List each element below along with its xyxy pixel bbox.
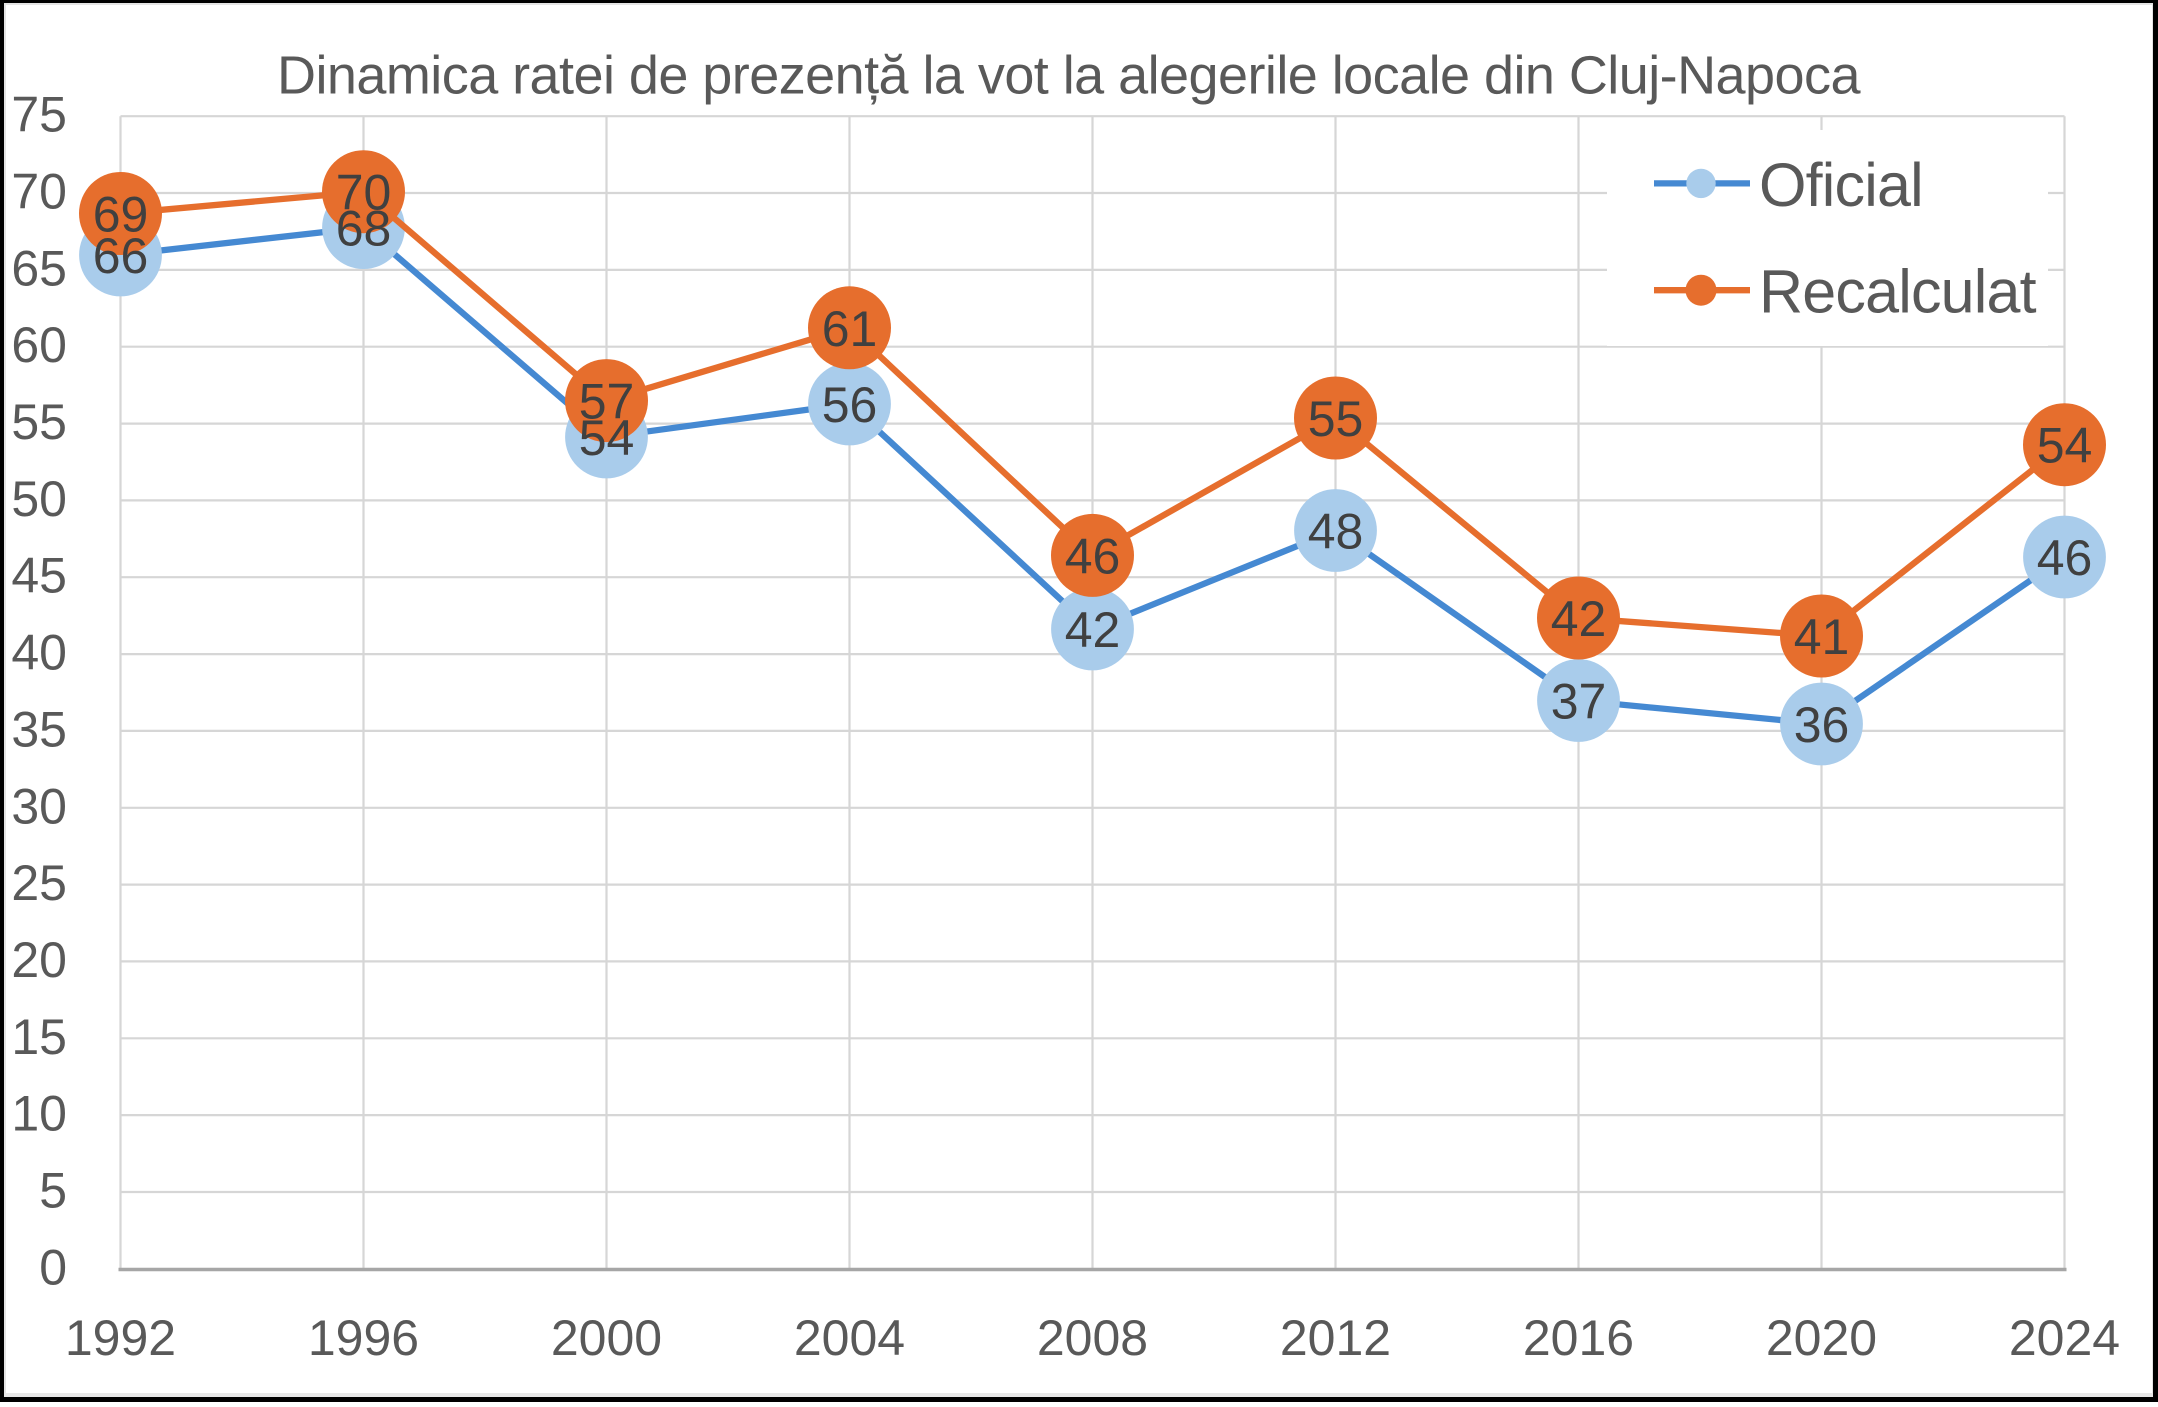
svg-text:37: 37 [1551,674,1607,730]
svg-text:56: 56 [822,377,878,433]
svg-text:50: 50 [11,471,67,527]
svg-text:Recalculat: Recalculat [1759,258,2037,326]
svg-text:10: 10 [11,1086,67,1142]
svg-text:75: 75 [11,87,67,143]
svg-text:61: 61 [822,301,878,357]
svg-text:55: 55 [1308,391,1364,447]
svg-text:36: 36 [1794,697,1850,753]
svg-text:42: 42 [1065,602,1121,658]
svg-text:5: 5 [39,1163,67,1219]
svg-text:46: 46 [1065,528,1121,584]
svg-text:2016: 2016 [1523,1310,1634,1366]
svg-text:2008: 2008 [1037,1310,1148,1366]
svg-text:46: 46 [2037,530,2093,586]
svg-text:68: 68 [336,201,392,257]
svg-text:65: 65 [11,240,67,296]
svg-text:Oficial: Oficial [1759,151,1923,219]
svg-text:1996: 1996 [308,1310,419,1366]
svg-text:70: 70 [336,165,392,221]
svg-text:69: 69 [93,187,149,243]
svg-text:25: 25 [11,855,67,911]
svg-text:60: 60 [11,317,67,373]
svg-text:66: 66 [93,228,149,284]
svg-text:1992: 1992 [65,1310,176,1366]
svg-text:54: 54 [579,410,635,466]
svg-text:30: 30 [11,778,67,834]
svg-text:55: 55 [11,394,67,450]
svg-text:Dinamica ratei de prezență la: Dinamica ratei de prezență la vot la ale… [277,46,1861,106]
svg-text:2024: 2024 [2009,1310,2120,1366]
svg-text:15: 15 [11,1009,67,1065]
svg-text:57: 57 [579,374,635,430]
svg-text:42: 42 [1551,591,1607,647]
svg-text:2004: 2004 [794,1310,905,1366]
svg-text:2012: 2012 [1280,1310,1391,1366]
svg-text:0: 0 [39,1239,67,1295]
svg-text:54: 54 [2037,418,2093,474]
svg-text:70: 70 [11,164,67,220]
svg-text:40: 40 [11,625,67,681]
svg-text:45: 45 [11,548,67,604]
svg-text:20: 20 [11,932,67,988]
svg-text:41: 41 [1794,609,1850,665]
svg-text:2000: 2000 [551,1310,662,1366]
svg-text:2020: 2020 [1766,1310,1877,1366]
svg-text:35: 35 [11,701,67,757]
svg-text:48: 48 [1308,504,1364,560]
